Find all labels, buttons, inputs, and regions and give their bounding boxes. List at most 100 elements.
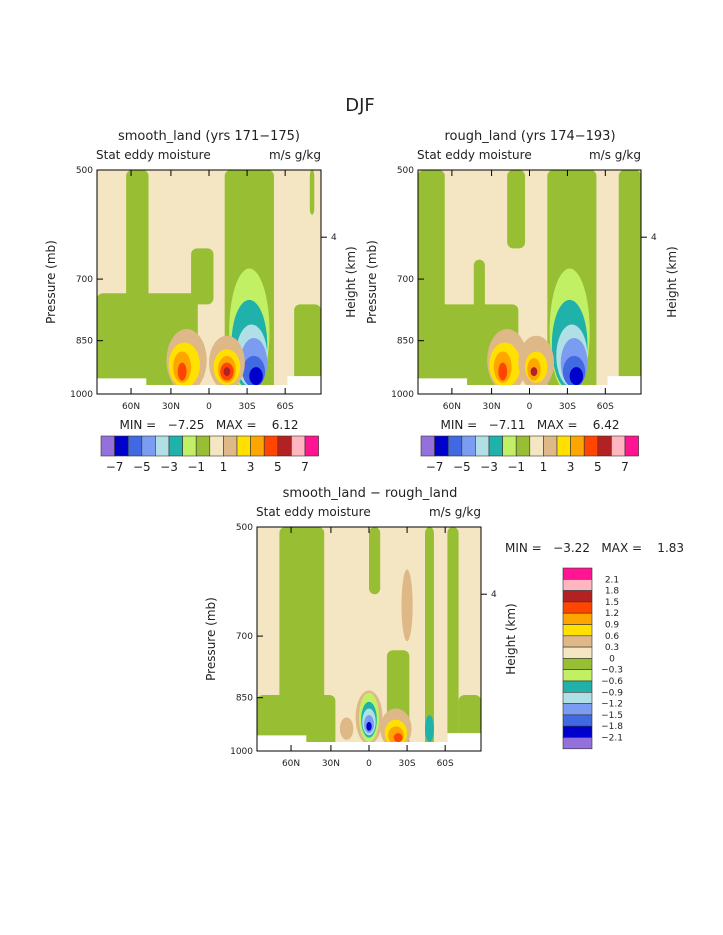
colorbar-swatch xyxy=(209,435,224,457)
panel-units: m/s g/kg xyxy=(429,505,481,519)
contour-field xyxy=(257,527,481,751)
panel-1: smooth_land (yrs 171−175) Stat eddy moist… xyxy=(44,129,358,474)
colorbar-swatch xyxy=(562,691,593,704)
x-tick-label: 30S xyxy=(238,402,255,412)
colorbar-label: 0.9 xyxy=(605,621,620,631)
colorbar-swatch xyxy=(114,435,129,457)
x-tick-label: 60N xyxy=(122,402,140,412)
contour-field xyxy=(418,170,641,394)
panel-title: smooth_land (yrs 171−175) xyxy=(118,129,300,144)
contour-region xyxy=(498,362,508,381)
colorbar-swatch xyxy=(597,435,612,457)
colorbar-swatch xyxy=(562,567,593,580)
colorbar-swatch xyxy=(155,435,170,457)
colorbar-label: 2.1 xyxy=(605,575,619,585)
y-tick-label: 1000 xyxy=(230,747,253,757)
colorbar-swatch xyxy=(127,435,143,457)
colorbar-label: −5 xyxy=(133,460,151,474)
colorbar-swatch xyxy=(570,435,585,457)
colorbar-swatch xyxy=(562,635,593,648)
colorbar: −7 −5 −3 −1 1 3 5 7 xyxy=(420,435,639,474)
colorbar-swatch xyxy=(562,680,593,693)
panel-subtitle: Stat eddy moisture xyxy=(256,505,371,519)
colorbar-label: 3 xyxy=(247,460,255,474)
colorbar-label: −1 xyxy=(187,460,205,474)
colorbar-swatch xyxy=(250,435,265,457)
colorbar-swatch xyxy=(141,435,156,457)
colorbar-label: −7 xyxy=(106,460,124,474)
y-tick-label: 700 xyxy=(397,275,414,285)
y-tick-label: 500 xyxy=(236,523,253,533)
y2-tick-label: 4 xyxy=(651,233,657,243)
colorbar-swatch xyxy=(624,435,639,457)
panel-3: smooth_land − rough_land Stat eddy moistu… xyxy=(204,486,684,769)
y-tick-label: 500 xyxy=(397,166,414,176)
colorbar-swatch xyxy=(236,435,251,457)
colorbar-label: 0.6 xyxy=(605,632,620,642)
y2-axis-label: Height (km) xyxy=(665,246,679,317)
y2-tick-label: 4 xyxy=(331,233,337,243)
y-tick-label: 850 xyxy=(76,337,93,347)
colorbar-swatch xyxy=(223,435,238,457)
colorbar-label: −0.6 xyxy=(601,677,623,687)
colorbar-swatch xyxy=(277,435,292,457)
figure-title: DJF xyxy=(345,95,375,116)
contour-region xyxy=(249,367,263,386)
contour-field xyxy=(97,170,321,394)
colorbar-swatch xyxy=(611,435,626,457)
x-tick-label: 60S xyxy=(277,402,294,412)
colorbar-label: −1.5 xyxy=(601,711,623,721)
colorbar-swatch xyxy=(195,435,211,457)
x-tick-label: 30N xyxy=(162,402,180,412)
topography-mask xyxy=(257,733,481,751)
y-tick-label: 850 xyxy=(397,337,414,347)
contour-band xyxy=(473,259,485,327)
contour-region xyxy=(339,717,354,740)
y-axis-label: Pressure (mb) xyxy=(44,240,58,324)
x-tick-label: 60N xyxy=(282,759,300,769)
panel-title: rough_land (yrs 174−193) xyxy=(444,129,615,144)
colorbar-label: −5 xyxy=(453,460,471,474)
y2-axis-label: Height (km) xyxy=(504,603,518,674)
contour-band xyxy=(618,170,641,394)
colorbar-swatch xyxy=(562,714,593,727)
colorbar-swatch xyxy=(562,624,593,637)
panel-units: m/s g/kg xyxy=(589,148,641,162)
colorbar-swatch xyxy=(182,435,197,457)
colorbar-swatch xyxy=(529,435,544,457)
panel-title: smooth_land − rough_land xyxy=(283,486,458,501)
colorbar-swatch xyxy=(434,435,449,457)
colorbar-label: −1 xyxy=(507,460,525,474)
colorbar-swatch xyxy=(488,435,503,457)
x-tick-label: 0 xyxy=(366,759,372,769)
x-tick-label: 30N xyxy=(482,402,500,412)
contour-region xyxy=(366,721,372,731)
colorbar-swatch xyxy=(562,703,593,716)
contour-region xyxy=(223,367,231,377)
contour-region xyxy=(177,362,187,381)
contour-band xyxy=(369,527,381,595)
colorbar-label: 0.3 xyxy=(605,643,619,653)
colorbar-swatch xyxy=(562,578,593,591)
colorbar-label: 7 xyxy=(621,460,629,474)
x-tick-label: 30S xyxy=(398,759,415,769)
colorbar-swatch xyxy=(168,435,183,457)
contour-region xyxy=(569,367,584,386)
x-tick-label: 0 xyxy=(527,402,533,412)
colorbar-label: 3 xyxy=(567,460,575,474)
colorbar-label: −3 xyxy=(480,460,498,474)
colorbar-label: 1 xyxy=(540,460,548,474)
y-tick-label: 500 xyxy=(76,166,93,176)
colorbar-label: 5 xyxy=(274,460,282,474)
colorbar: 2.11.81.51.20.90.60.30−0.3−0.6−0.9−1.2−1… xyxy=(562,567,623,750)
colorbar-swatch xyxy=(502,435,517,457)
colorbar-label: 5 xyxy=(594,460,602,474)
y-tick-label: 1000 xyxy=(391,390,414,400)
x-tick-label: 60S xyxy=(597,402,614,412)
colorbar-label: −0.9 xyxy=(601,688,623,698)
colorbar-label: 1.8 xyxy=(605,587,620,597)
colorbar-swatch xyxy=(461,435,476,457)
y-tick-label: 700 xyxy=(76,275,93,285)
colorbar-swatch xyxy=(562,658,593,671)
